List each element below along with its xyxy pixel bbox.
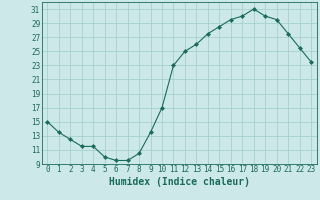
X-axis label: Humidex (Indice chaleur): Humidex (Indice chaleur)	[109, 177, 250, 187]
